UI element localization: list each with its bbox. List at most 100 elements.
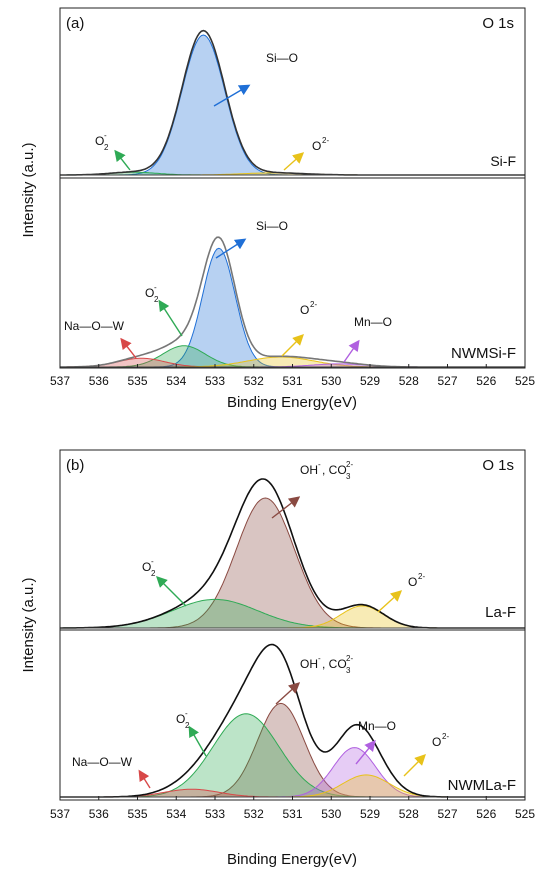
svg-text:O: O [142, 560, 151, 574]
x-tick-label: 529 [360, 374, 380, 388]
panel-a-x-ticks: 537 536 535 534 533 532 531 530 529 528 527 526 525 [50, 364, 535, 388]
panel-b-y-axis-label: Intensity (a.u.) [20, 577, 37, 672]
svg-text:2: 2 [104, 143, 109, 152]
sample-label-si-f: Si-F [490, 153, 516, 169]
panel-a-core-level: O 1s [482, 15, 514, 32]
arrow-mn-o-b [355, 739, 376, 765]
arrow-o2-superoxide-b-top [156, 576, 187, 607]
x-tick-label: 529 [360, 807, 380, 821]
label-mn-o-b: Mn—O [358, 719, 396, 733]
svg-text:O: O [95, 134, 104, 148]
label-o2minus-b-top: O 2- [408, 572, 425, 589]
x-tick-label: 537 [50, 807, 70, 821]
x-tick-label: 525 [515, 374, 535, 388]
x-tick-label: 526 [476, 807, 496, 821]
panel-a-y-axis-label: Intensity (a.u.) [20, 142, 37, 237]
x-tick-label: 535 [127, 807, 147, 821]
arrow-o2minus-top [283, 152, 305, 171]
label-o2-superoxide-bottom: O 2 - [145, 283, 159, 304]
x-tick-label: 532 [244, 374, 264, 388]
panel-b-core-level: O 1s [482, 457, 514, 474]
panel-a: 537 536 535 534 533 532 531 530 529 528 527 526 525 … [20, 7, 535, 411]
label-oh-co3-bottom: OH - , CO 3 2- [300, 654, 353, 675]
arrow-o2minus-b-bottom [403, 754, 426, 777]
x-tick-label: 533 [205, 374, 225, 388]
svg-text:-: - [185, 709, 188, 718]
x-tick-label: 528 [399, 807, 419, 821]
svg-text:3: 3 [346, 666, 351, 675]
arrow-na-o-w-bottom [120, 337, 137, 359]
svg-text:2-: 2- [346, 460, 353, 469]
x-tick-label: 534 [166, 374, 186, 388]
svg-text:-: - [318, 654, 321, 663]
label-si-o-bottom: Si—O [256, 219, 288, 233]
panel-b-letter: (b) [66, 457, 84, 474]
arrow-oh-co3-bottom [275, 682, 301, 705]
panel-a-letter: (a) [66, 15, 84, 32]
panel-a-plot-area [60, 29, 525, 368]
svg-text:-: - [154, 283, 157, 292]
peak-la-f-0 [60, 497, 525, 629]
svg-text:OH: OH [300, 657, 318, 671]
svg-text:2-: 2- [442, 732, 449, 741]
label-o2minus-bottom: O 2- [300, 300, 317, 317]
x-tick-label: 528 [399, 374, 419, 388]
svg-text:2: 2 [185, 721, 190, 730]
svg-text:-: - [151, 557, 154, 566]
x-tick-label: 532 [244, 807, 264, 821]
svg-text:3: 3 [346, 472, 351, 481]
svg-text:O: O [312, 139, 321, 153]
svg-text:2-: 2- [346, 654, 353, 663]
svg-text:2-: 2- [322, 136, 329, 145]
svg-text:-: - [318, 460, 321, 469]
label-mn-o-a: Mn—O [354, 315, 392, 329]
x-tick-label: 531 [282, 807, 302, 821]
sample-label-la-f: La-F [485, 604, 516, 621]
label-si-o-top: Si—O [266, 51, 298, 65]
label-o2-superoxide-top: O 2 - [95, 131, 109, 152]
x-tick-label: 530 [321, 374, 341, 388]
arrow-mn-o-a [343, 339, 360, 363]
label-oh-co3-top: OH - , CO 3 2- [300, 460, 353, 481]
x-tick-label: 537 [50, 374, 70, 388]
label-na-o-w-b: Na—O—W [72, 755, 133, 769]
svg-text:, CO: , CO [322, 463, 347, 477]
arrow-o2-superoxide-top [114, 149, 131, 171]
panel-a-x-axis-label: Binding Energy(eV) [227, 394, 357, 411]
svg-text:2: 2 [151, 569, 156, 578]
label-o2minus-top: O 2- [312, 136, 329, 153]
x-tick-label: 527 [437, 807, 457, 821]
arrow-o2minus-bottom [281, 334, 304, 357]
sample-label-nwmsi-f: NWMSi-F [451, 345, 516, 362]
label-o2minus-b-bottom: O 2- [432, 732, 449, 749]
sample-label-nwmla-f: NWMLa-F [448, 777, 516, 794]
panel-b-plot-area [60, 478, 525, 798]
svg-text:, CO: , CO [322, 657, 347, 671]
svg-text:2-: 2- [418, 572, 425, 581]
x-tick-label: 526 [476, 374, 496, 388]
svg-text:-: - [104, 131, 107, 140]
arrow-o2minus-b-top [377, 590, 403, 613]
x-tick-label: 531 [282, 374, 302, 388]
arrow-o2-superoxide-b-bottom [188, 725, 207, 757]
svg-text:2-: 2- [310, 300, 317, 309]
arrow-si-o-bottom [215, 238, 247, 259]
arrow-o2-superoxide-bottom [158, 299, 183, 337]
x-tick-label: 527 [437, 374, 457, 388]
arrow-oh-co3-top [271, 496, 301, 519]
svg-text:O: O [145, 286, 154, 300]
x-tick-label: 536 [89, 374, 109, 388]
x-tick-label: 525 [515, 807, 535, 821]
svg-text:O: O [408, 575, 417, 589]
svg-text:O: O [176, 712, 185, 726]
svg-text:2: 2 [154, 295, 159, 304]
arrow-na-o-w-b [138, 769, 151, 789]
label-o2-superoxide-b-top: O 2 - [142, 557, 156, 578]
x-tick-label: 533 [205, 807, 225, 821]
label-o2-superoxide-b-bottom: O 2 - [176, 709, 190, 730]
panel-b: 537 536 535 534 533 532 531 530 529 528 527 526 525 … [20, 449, 535, 868]
x-tick-label: 535 [127, 374, 147, 388]
svg-text:O: O [432, 735, 441, 749]
x-tick-label: 536 [89, 807, 109, 821]
